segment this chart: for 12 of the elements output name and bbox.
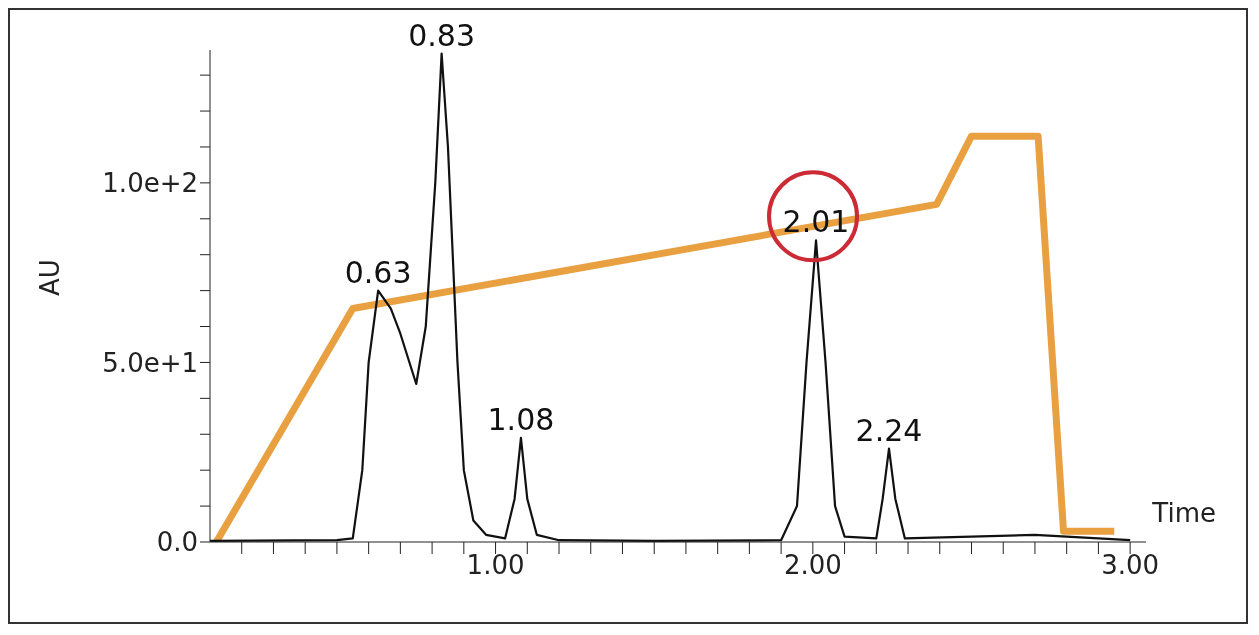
x-tick-label: 2.00 xyxy=(783,550,842,581)
annotation: 0.63 xyxy=(344,254,412,290)
y-tick-label: 1.0e+2 xyxy=(102,168,198,199)
y-tick-label: 5.0e+1 xyxy=(102,347,198,378)
y-tick-label: 0.0 xyxy=(156,527,198,558)
y-axis-title: AU xyxy=(35,259,66,296)
annotation: 1.08 xyxy=(487,401,555,437)
annotation: 2.24 xyxy=(855,412,923,448)
x-tick-label: 1.00 xyxy=(466,550,525,581)
x-axis-title: Time xyxy=(1151,498,1216,529)
annotation: 0.83 xyxy=(408,17,476,53)
x-tick-label: 3.00 xyxy=(1101,550,1160,581)
